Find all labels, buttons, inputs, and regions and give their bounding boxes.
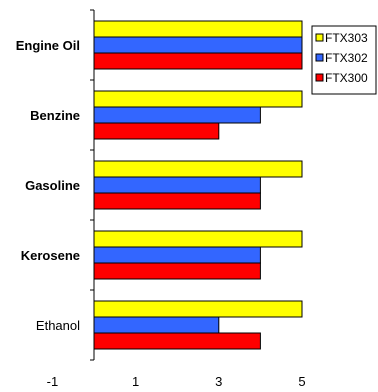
- bar-ftx302-ethanol: [93, 316, 220, 334]
- legend: FTX303 FTX302 FTX300: [311, 25, 377, 95]
- bar-ftx302-benzine: [93, 106, 261, 124]
- bar-ftx300-engine-oil: [93, 52, 303, 70]
- legend-label-ftx303: FTX303: [325, 31, 368, 45]
- bar-ftx300-gasoline: [93, 192, 261, 210]
- tick-labels: -1 1 3 5: [47, 374, 306, 389]
- legend-swatch-ftx300: [315, 73, 324, 82]
- legend-label-ftx300: FTX300: [325, 71, 368, 85]
- legend-swatch-ftx302: [315, 53, 324, 62]
- bar-ftx300-benzine: [93, 122, 220, 140]
- bar-ftx302-engine-oil: [93, 36, 303, 54]
- legend-label-ftx302: FTX302: [325, 51, 368, 65]
- legend-box: [311, 25, 377, 95]
- category-label-engine-oil: Engine Oil: [16, 38, 80, 53]
- bar-ftx303-ethanol: [93, 300, 303, 318]
- bars-group: [93, 20, 303, 350]
- bar-ftx302-kerosene: [93, 246, 261, 264]
- category-label-ethanol: Ethanol: [36, 318, 80, 333]
- category-label-kerosene: Kerosene: [21, 248, 80, 263]
- x-tick-label: 3: [215, 374, 222, 389]
- x-tick-label: 5: [298, 374, 305, 389]
- bar-ftx300-kerosene: [93, 262, 261, 280]
- bar-ftx303-kerosene: [93, 230, 303, 248]
- bar-ftx303-engine-oil: [93, 20, 303, 38]
- category-labels: Engine Oil Benzine Gasoline Kerosene Ethanol: [16, 38, 80, 333]
- category-label-gasoline: Gasoline: [25, 178, 80, 193]
- x-tick-label: -1: [47, 374, 59, 389]
- axes-group: [90, 9, 95, 361]
- x-tick-label: 1: [132, 374, 139, 389]
- bar-ftx300-ethanol: [93, 332, 261, 350]
- bar-ftx303-benzine: [93, 90, 303, 108]
- category-label-benzine: Benzine: [30, 108, 80, 123]
- legend-swatch-ftx303: [315, 33, 324, 42]
- bar-ftx303-gasoline: [93, 160, 303, 178]
- bar-ftx302-gasoline: [93, 176, 261, 194]
